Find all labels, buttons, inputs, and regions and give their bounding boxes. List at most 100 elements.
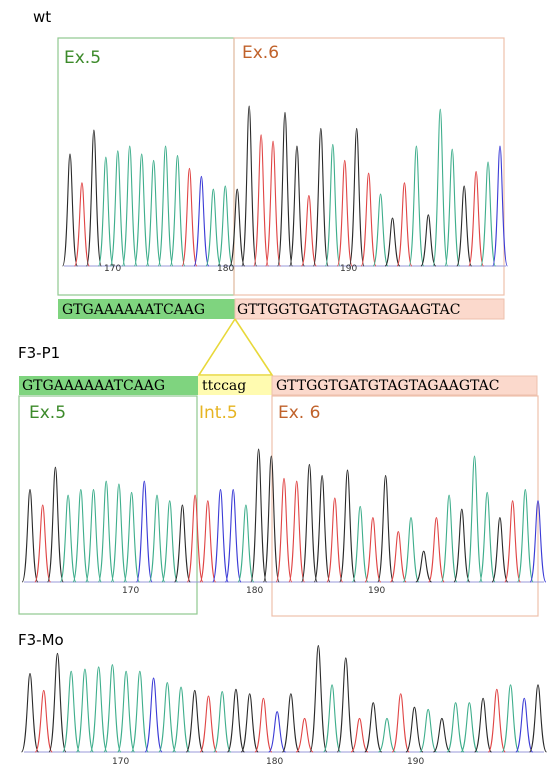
peak-mo-8	[130, 670, 149, 753]
peak-wt-5	[121, 145, 138, 267]
peak-wt-12	[205, 188, 222, 267]
peak-mo-29	[419, 708, 438, 753]
peak-wt-36	[492, 145, 508, 267]
peak-mo-18	[268, 711, 287, 753]
peak-mo-17	[254, 697, 273, 753]
peak-mo-16	[240, 693, 259, 753]
peak-p1-17	[237, 504, 255, 583]
peak-mo-12	[185, 689, 204, 753]
seq-exon5-wt: GTGAAAAAATCAAG	[62, 302, 205, 318]
exon6-label-wt: Ex.6	[242, 43, 279, 63]
peak-wt-30	[420, 214, 437, 267]
peak-p1-25	[339, 469, 356, 583]
peak-mo-13	[199, 695, 218, 753]
peak-p1-1	[34, 504, 52, 583]
peak-p1-27	[364, 517, 382, 583]
peak-mo-1	[34, 689, 53, 753]
peak-p1-21	[288, 480, 306, 583]
peak-wt-3	[97, 156, 114, 267]
peak-mo-32	[460, 702, 479, 753]
panel-label-wt: wt	[33, 8, 51, 26]
peak-mo-34	[487, 688, 506, 753]
peak-wt-11	[193, 175, 210, 267]
peak-mo-7	[117, 670, 136, 753]
peak-wt-31	[432, 108, 449, 267]
peak-p1-39	[516, 489, 534, 583]
exon5-label-wt: Ex.5	[64, 48, 101, 68]
peak-p1-0	[21, 489, 39, 583]
peak-mo-37	[528, 684, 548, 753]
peak-wt-34	[468, 171, 485, 267]
tick-labels-wt: 170 180 190	[104, 264, 357, 274]
chromatogram-f3-p1	[21, 448, 547, 583]
peak-mo-14	[213, 690, 232, 753]
peak-wt-27	[384, 217, 401, 267]
peak-mo-0	[20, 673, 40, 753]
peak-mo-25	[364, 702, 383, 753]
tick-190-wt: 190	[340, 264, 357, 274]
peak-p1-31	[415, 550, 433, 583]
peak-wt-25	[360, 172, 377, 267]
tick-190-p1: 190	[368, 586, 385, 596]
peak-wt-33	[456, 185, 473, 267]
peak-mo-20	[295, 717, 314, 753]
peak-wt-19	[289, 145, 305, 267]
peak-p1-12	[173, 504, 191, 583]
seq-exon6-wt: GTTGGTGATGTAGTAGAAGTAC	[237, 302, 460, 318]
peak-mo-21	[309, 645, 328, 753]
peak-wt-15	[241, 105, 258, 267]
peak-mo-19	[281, 693, 300, 753]
peak-mo-9	[144, 677, 163, 753]
seq-bar-exon5-wt	[58, 299, 235, 319]
seq-bar-exon6-wt	[234, 298, 505, 320]
peak-p1-26	[351, 505, 369, 583]
peak-mo-33	[474, 697, 493, 753]
peak-mo-28	[405, 706, 424, 753]
tick-labels-f3-mo: 170 180 190	[112, 757, 424, 767]
peak-mo-6	[103, 664, 122, 753]
peak-wt-4	[109, 150, 126, 267]
peak-p1-20	[275, 477, 293, 583]
peak-p1-15	[212, 489, 229, 583]
peak-p1-18	[250, 448, 268, 583]
peak-wt-9	[169, 155, 186, 267]
peak-p1-34	[453, 508, 471, 583]
peak-mo-3	[62, 670, 81, 753]
peak-mo-26	[377, 717, 397, 753]
tick-180-wt: 180	[217, 264, 234, 274]
peak-p1-2	[46, 466, 64, 583]
peak-p1-5	[85, 489, 102, 583]
peak-p1-28	[377, 475, 395, 583]
peak-wt-29	[408, 145, 425, 267]
exon6-box-p1	[271, 395, 539, 617]
peak-wt-2	[85, 129, 102, 267]
peak-p1-16	[224, 489, 242, 583]
peak-p1-40	[529, 500, 547, 583]
peak-mo-23	[336, 657, 355, 753]
peak-mo-2	[48, 652, 67, 753]
tick-labels-f3-p1: 170 180 190	[122, 586, 385, 596]
peak-p1-23	[313, 475, 331, 583]
peak-mo-31	[446, 702, 465, 753]
peak-wt-32	[444, 148, 461, 267]
peak-wt-20	[300, 195, 317, 267]
peak-p1-36	[478, 491, 496, 583]
peak-p1-10	[148, 494, 166, 583]
peak-p1-3	[59, 494, 77, 583]
peak-wt-10	[181, 167, 198, 267]
seq-bar-intron-p1	[198, 376, 272, 395]
peak-p1-8	[123, 491, 141, 583]
peak-mo-4	[75, 668, 94, 753]
seq-exon5-p1: GTGAAAAAATCAAG	[22, 378, 165, 394]
peak-wt-22	[324, 143, 341, 267]
peak-p1-37	[491, 517, 509, 583]
peak-wt-0	[62, 153, 78, 267]
seq-exon6-p1: GTTGGTGATGTAGTAGAAGTAC	[276, 378, 499, 394]
seq-intron-p1: ttccag	[202, 378, 246, 394]
panel-label-f3-p1: F3-P1	[18, 344, 60, 362]
peak-wt-28	[396, 182, 413, 267]
peak-wt-1	[74, 182, 90, 267]
peak-p1-35	[466, 455, 483, 583]
peak-mo-10	[158, 682, 177, 753]
